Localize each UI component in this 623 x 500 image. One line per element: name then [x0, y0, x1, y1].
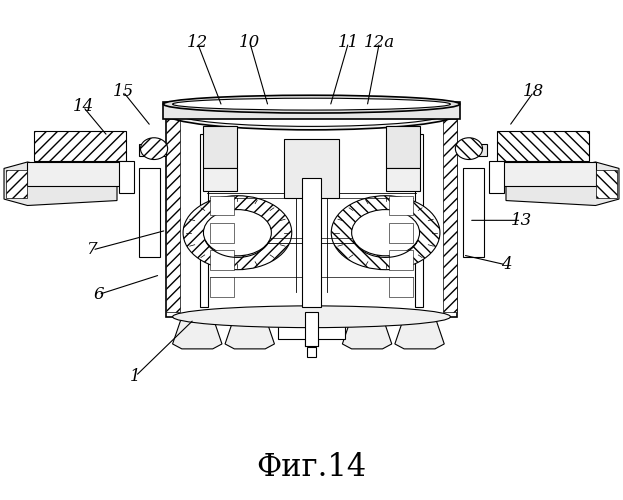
Ellipse shape [163, 95, 460, 113]
Bar [209, 250, 234, 270]
Polygon shape [4, 162, 117, 206]
Bar [490, 162, 596, 186]
Bar [443, 119, 457, 312]
Bar [209, 277, 234, 297]
Bar [389, 196, 414, 216]
Text: 4: 4 [501, 256, 511, 274]
Ellipse shape [178, 102, 445, 126]
Bar [389, 277, 414, 297]
Bar [463, 168, 485, 258]
Text: 18: 18 [523, 84, 545, 100]
Text: 10: 10 [239, 34, 260, 51]
Text: 11: 11 [338, 34, 359, 51]
Text: 13: 13 [511, 212, 532, 229]
Ellipse shape [351, 210, 419, 256]
Bar [138, 168, 160, 258]
Polygon shape [34, 132, 126, 161]
Bar [488, 161, 504, 193]
Ellipse shape [455, 138, 483, 160]
Bar [307, 348, 316, 358]
Bar [138, 144, 166, 156]
Bar [386, 126, 419, 168]
Bar [209, 196, 234, 216]
Polygon shape [506, 162, 619, 206]
Ellipse shape [331, 196, 440, 270]
Bar [209, 168, 234, 188]
Ellipse shape [183, 196, 292, 270]
Polygon shape [497, 132, 589, 161]
Text: 14: 14 [72, 98, 93, 115]
Bar [460, 144, 487, 156]
Bar [596, 170, 617, 198]
Bar [389, 168, 414, 188]
Bar [6, 170, 27, 198]
Bar [389, 223, 414, 242]
Polygon shape [225, 317, 275, 349]
Bar [166, 119, 180, 312]
Polygon shape [173, 317, 222, 349]
Bar [389, 250, 414, 270]
Text: 1: 1 [130, 368, 141, 384]
Bar [204, 168, 237, 190]
Bar [305, 312, 318, 346]
Polygon shape [343, 317, 392, 349]
Bar [119, 161, 135, 193]
Bar [163, 102, 460, 119]
Bar [277, 324, 346, 339]
Bar [416, 134, 422, 307]
Ellipse shape [140, 138, 168, 160]
Bar [166, 114, 457, 317]
Bar [283, 138, 340, 198]
Text: 15: 15 [113, 84, 134, 100]
Text: 6: 6 [93, 286, 104, 303]
Polygon shape [395, 317, 444, 349]
Bar [204, 126, 237, 168]
Text: 12: 12 [187, 34, 208, 51]
Bar [201, 134, 207, 307]
Bar [302, 178, 321, 307]
Ellipse shape [204, 210, 272, 256]
Text: 12a: 12a [364, 34, 395, 51]
Bar [27, 162, 133, 186]
Text: Фиг.14: Фиг.14 [257, 452, 366, 483]
Ellipse shape [173, 306, 450, 328]
Ellipse shape [173, 98, 450, 110]
Bar [386, 168, 419, 190]
Ellipse shape [166, 98, 457, 130]
Bar [209, 223, 234, 242]
Text: 7: 7 [87, 242, 98, 258]
